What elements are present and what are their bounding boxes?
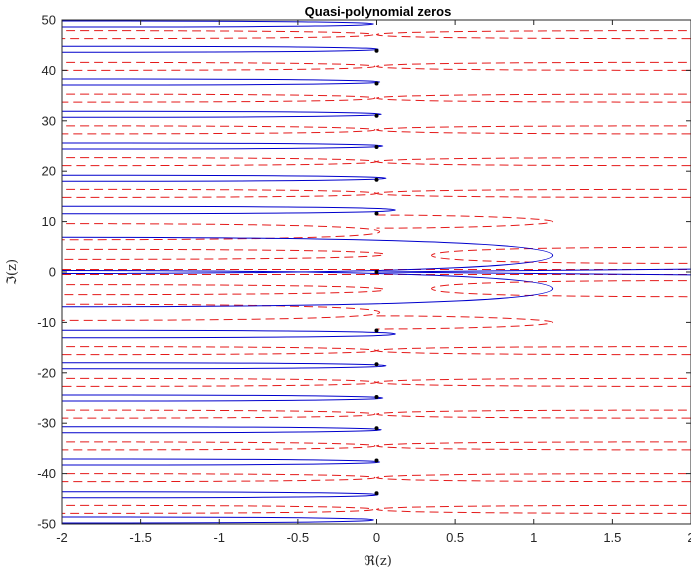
real-zero-contour-9 bbox=[62, 329, 396, 339]
zero-marker-1 bbox=[374, 81, 379, 86]
real-zero-contour-2 bbox=[62, 78, 381, 86]
real-zero-contour-3 bbox=[62, 110, 382, 118]
y-tick-label-7: 20 bbox=[42, 164, 56, 179]
imag-zero-contour-right-14 bbox=[375, 473, 691, 483]
y-tick-label-3: -20 bbox=[37, 365, 56, 380]
real-zero-contour-8 bbox=[62, 269, 554, 308]
real-zero-contour-5 bbox=[62, 174, 387, 182]
x-tick-label-4: 0 bbox=[373, 530, 380, 545]
imag-zero-contour-left-2 bbox=[62, 93, 376, 103]
imag-zero-contour-left-3 bbox=[62, 125, 376, 135]
x-tick-label-3: -0.5 bbox=[287, 530, 309, 545]
zeros-layer bbox=[374, 48, 379, 496]
zero-marker-8 bbox=[374, 362, 379, 367]
y-tick-label-8: 30 bbox=[42, 113, 56, 128]
imag-zero-contour-left-15 bbox=[62, 504, 374, 514]
zero-marker-4 bbox=[374, 177, 379, 182]
x-tick-label-6: 1 bbox=[530, 530, 537, 545]
imag-zero-contour-right-8 bbox=[431, 280, 691, 298]
imag-zero-contour-right-10 bbox=[375, 346, 691, 356]
real-zero-contour-10 bbox=[62, 362, 387, 370]
zero-marker-7 bbox=[374, 328, 379, 333]
y-tick-label-5: 0 bbox=[49, 265, 56, 280]
real-zero-contour-0 bbox=[62, 20, 374, 28]
y-tick-label-6: 10 bbox=[42, 214, 56, 229]
real-zero-contour-15 bbox=[62, 516, 374, 524]
y-tick-label-9: 40 bbox=[42, 63, 56, 78]
real-zero-contour-12 bbox=[62, 426, 382, 434]
zero-marker-6 bbox=[374, 270, 379, 274]
real-zero-contour-axis-upper bbox=[376, 268, 691, 273]
imag-zero-contour-right-11 bbox=[375, 377, 691, 387]
y-tick-label-1: -40 bbox=[37, 466, 56, 481]
imag-zero-contour-right-6 bbox=[376, 214, 554, 229]
chart-title: Quasi-polynomial zeros bbox=[305, 4, 452, 19]
y-tick-label-0: -50 bbox=[37, 517, 56, 532]
imag-zero-contour-right-4 bbox=[375, 157, 691, 167]
imag-zero-contour-right-15 bbox=[375, 504, 691, 514]
zero-marker-10 bbox=[374, 426, 379, 431]
real-zero-contour-11 bbox=[62, 394, 384, 402]
x-tick-label-0: -2 bbox=[56, 530, 68, 545]
x-tick-label-2: -1 bbox=[213, 530, 225, 545]
zero-marker-0 bbox=[374, 48, 379, 53]
y-tick-label-2: -30 bbox=[37, 416, 56, 431]
imag-zero-contour-left-14 bbox=[62, 473, 376, 483]
x-axis-ticks: -2 -1.5 -1 -0.5 0 0.5 1 1.5 2 bbox=[56, 20, 691, 545]
x-tick-label-5: 0.5 bbox=[446, 530, 464, 545]
y-axis-label: ℑ(z) bbox=[5, 259, 20, 285]
imag-zero-contour-right-2 bbox=[375, 93, 691, 103]
real-zero-contour-13 bbox=[62, 458, 381, 466]
zero-marker-11 bbox=[374, 458, 379, 463]
y-tick-label-4: -10 bbox=[37, 315, 56, 330]
y-axis-ticks: -50 -40 -30 -20 -10 0 10 20 30 40 50 bbox=[37, 13, 691, 532]
real-zero-contour-14 bbox=[62, 491, 379, 499]
zero-marker-3 bbox=[374, 145, 379, 150]
real-zero-contour-4 bbox=[62, 142, 384, 150]
real-zero-contour-7 bbox=[62, 236, 554, 275]
x-tick-label-8: 2 bbox=[687, 530, 691, 545]
zero-marker-9 bbox=[374, 394, 379, 399]
imag-zero-contour-left-13 bbox=[62, 441, 376, 451]
curves-layer bbox=[62, 20, 691, 524]
imag-zero-contour-right-13 bbox=[375, 441, 691, 451]
imag-zero-contour-left-12 bbox=[62, 409, 376, 419]
real-zero-contour-1 bbox=[62, 45, 379, 53]
zero-marker-12 bbox=[374, 491, 379, 496]
imag-zero-contour-left-8 bbox=[62, 284, 385, 296]
zero-marker-5 bbox=[374, 211, 379, 216]
real-zero-contour-6 bbox=[62, 205, 396, 215]
imag-zero-contour-right-7 bbox=[431, 246, 691, 264]
x-tick-label-7: 1.5 bbox=[603, 530, 621, 545]
y-tick-label-10: 50 bbox=[42, 13, 56, 28]
imag-zero-contour-left-0 bbox=[62, 30, 374, 40]
zero-marker-2 bbox=[374, 113, 379, 118]
imag-zero-contour-right-1 bbox=[375, 61, 691, 71]
imag-zero-contour-right-12 bbox=[375, 409, 691, 419]
imag-zero-contour-right-9 bbox=[376, 315, 554, 330]
real-zero-contour-axis-lower bbox=[376, 271, 691, 276]
imag-zero-contour-right-0 bbox=[375, 30, 691, 40]
imag-zero-contour-left-1 bbox=[62, 61, 376, 71]
imag-zero-contour-right-5 bbox=[375, 188, 691, 198]
x-axis-label: ℜ(z) bbox=[364, 554, 392, 569]
imag-zero-contour-right-3 bbox=[375, 125, 691, 135]
x-tick-label-1: -1.5 bbox=[129, 530, 151, 545]
imag-zero-contour-left-7 bbox=[62, 248, 385, 260]
